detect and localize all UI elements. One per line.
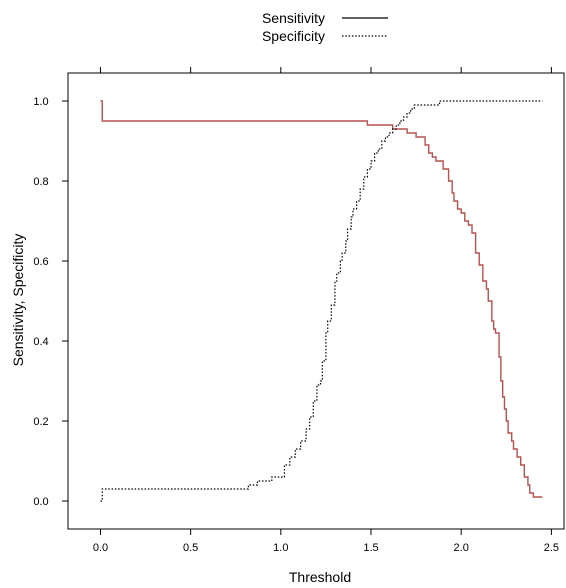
x-tick-label: 1.5 bbox=[363, 542, 378, 554]
plot-frame bbox=[67, 72, 565, 530]
series-layer bbox=[100, 100, 543, 502]
x-axis-ticks bbox=[99, 529, 552, 535]
y-axis-tick-labels: 0.0 0.2 0.4 0.6 0.8 1.0 bbox=[33, 96, 48, 508]
y-tick-label: 0.0 bbox=[33, 496, 48, 508]
x-tick-label: 2.5 bbox=[544, 542, 559, 554]
y-tick-label: 1.0 bbox=[33, 96, 48, 108]
y-tick-label: 0.2 bbox=[33, 416, 48, 428]
series-line-specificity bbox=[100, 100, 543, 502]
y-axis-title: Sensitivity, Specificity bbox=[10, 234, 26, 367]
legend-label-specificity: Specificity bbox=[262, 28, 325, 44]
x-axis-title: Threshold bbox=[289, 569, 351, 585]
x-tick-label: 0.5 bbox=[183, 542, 198, 554]
y-tick-label: 0.8 bbox=[33, 176, 48, 188]
y-axis-ticks bbox=[62, 100, 68, 502]
x-tick-label: 0.0 bbox=[93, 542, 108, 554]
y-tick-label: 0.6 bbox=[33, 256, 48, 268]
legend-label-sensitivity: Sensitivity bbox=[262, 10, 325, 26]
series-line-sensitivity bbox=[100, 100, 543, 498]
x-axis-tick-labels: 0.0 0.5 1.0 1.5 2.0 2.5 bbox=[93, 542, 559, 554]
x-tick-label: 1.0 bbox=[273, 542, 288, 554]
legend: Sensitivity Specificity bbox=[262, 10, 388, 44]
top-axis-ticks bbox=[99, 67, 552, 73]
y-tick-label: 0.4 bbox=[33, 336, 48, 348]
x-tick-label: 2.0 bbox=[454, 542, 469, 554]
